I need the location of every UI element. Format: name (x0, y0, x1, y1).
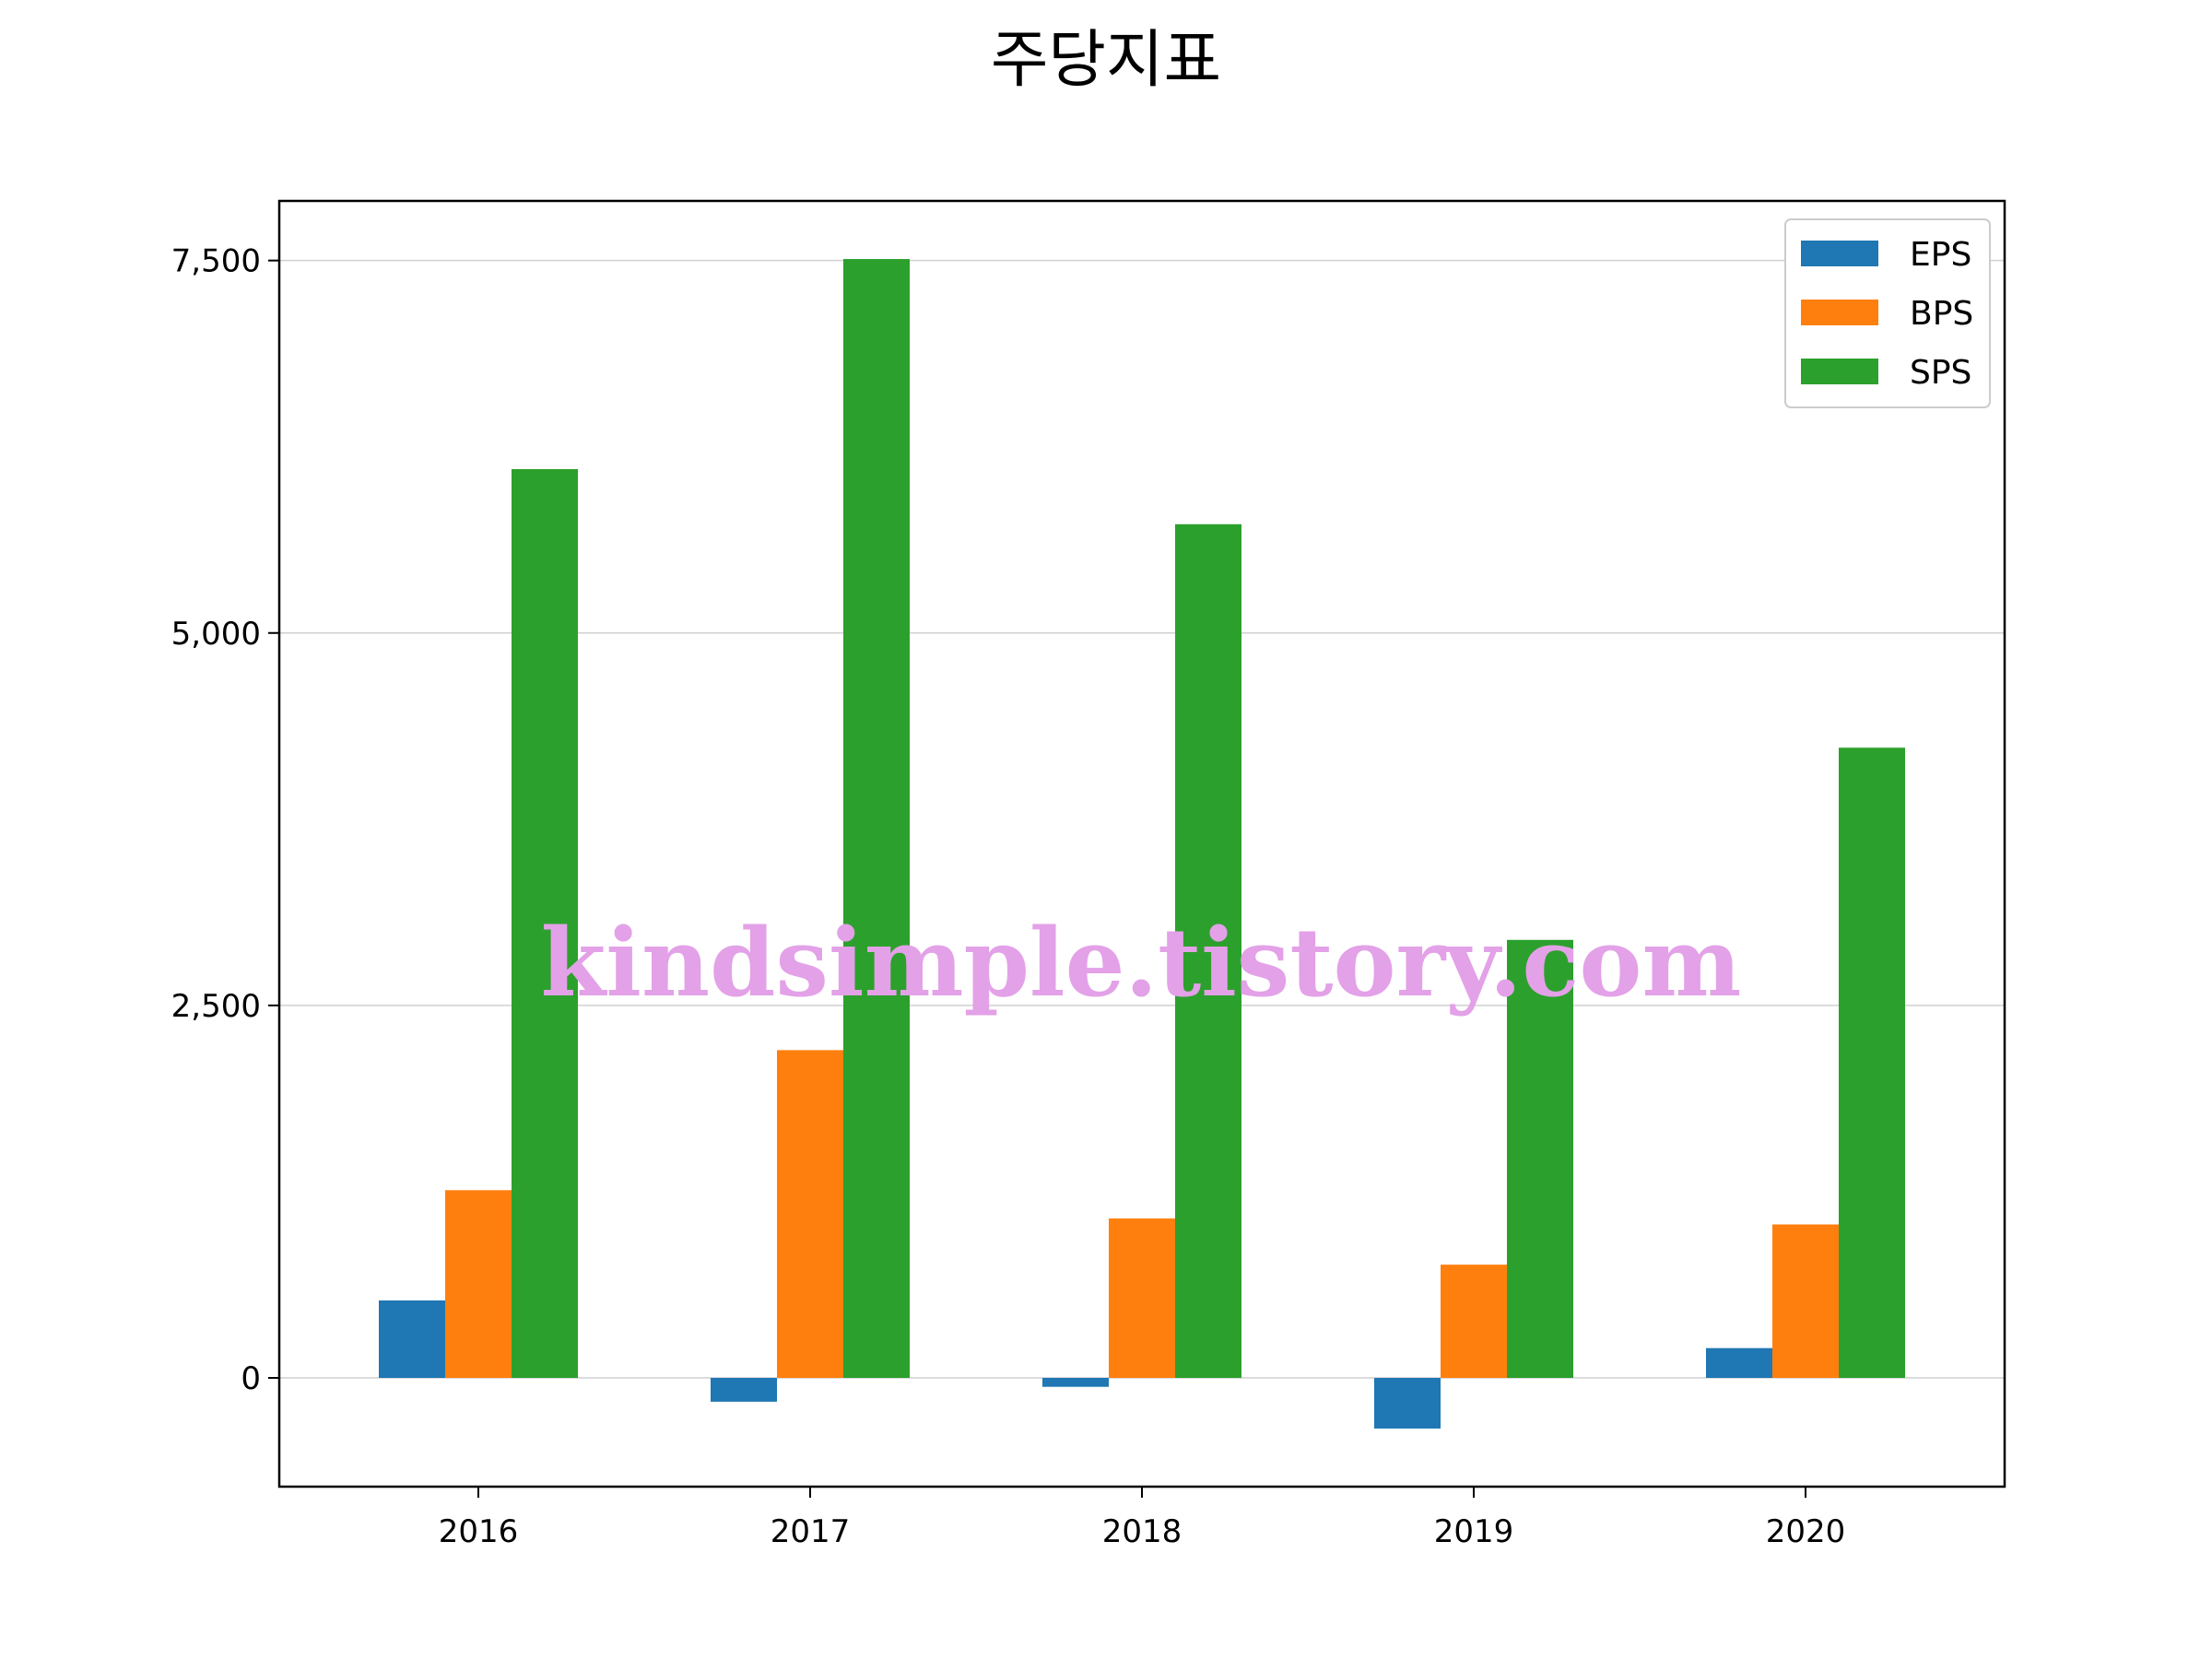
bars (379, 259, 1905, 1429)
bar-eps-2017 (711, 1377, 777, 1402)
watermark-text: kindsimple.tistory.com (541, 908, 1742, 1018)
y-tick-label: 5,000 (171, 616, 261, 653)
bar-eps-2019 (1374, 1377, 1441, 1429)
bar-eps-2018 (1042, 1377, 1109, 1387)
legend-label-bps: BPS (1910, 295, 1973, 333)
legend-label-eps: EPS (1910, 236, 1971, 274)
legend: EPS BPS SPS (1784, 218, 1991, 408)
axis-ticks: 0 2,500 5,000 7,500 2016 2017 2018 2019 2020 (171, 243, 1846, 1550)
x-tick-label: 2020 (1766, 1513, 1846, 1550)
x-tick-label: 2016 (439, 1513, 519, 1550)
bar-eps-2016 (379, 1300, 445, 1378)
bar-sps-2016 (512, 468, 578, 1378)
legend-swatch-sps (1801, 359, 1878, 384)
bar-bps-2016 (445, 1190, 512, 1378)
legend-label-sps: SPS (1910, 354, 1971, 392)
bar-bps-2017 (777, 1050, 843, 1378)
chart-title: 주당지표 (991, 24, 1221, 97)
y-tick-label: 0 (241, 1360, 261, 1397)
bar-eps-2020 (1706, 1347, 1772, 1378)
y-tick-label: 2,500 (171, 988, 261, 1025)
bar-sps-2020 (1839, 747, 1905, 1378)
bar-bps-2019 (1441, 1265, 1507, 1378)
bar-sps-2017 (843, 259, 910, 1378)
y-tick-label: 7,500 (171, 243, 261, 280)
bar-sps-2019 (1507, 939, 1573, 1378)
x-tick-label: 2018 (1102, 1513, 1182, 1550)
legend-swatch-bps (1801, 300, 1878, 325)
x-tick-label: 2019 (1434, 1513, 1514, 1550)
legend-swatch-eps (1801, 241, 1878, 266)
bar-bps-2020 (1772, 1224, 1839, 1378)
x-tick-label: 2017 (771, 1513, 851, 1550)
bar-bps-2018 (1109, 1218, 1175, 1378)
bar-sps-2018 (1175, 524, 1241, 1378)
